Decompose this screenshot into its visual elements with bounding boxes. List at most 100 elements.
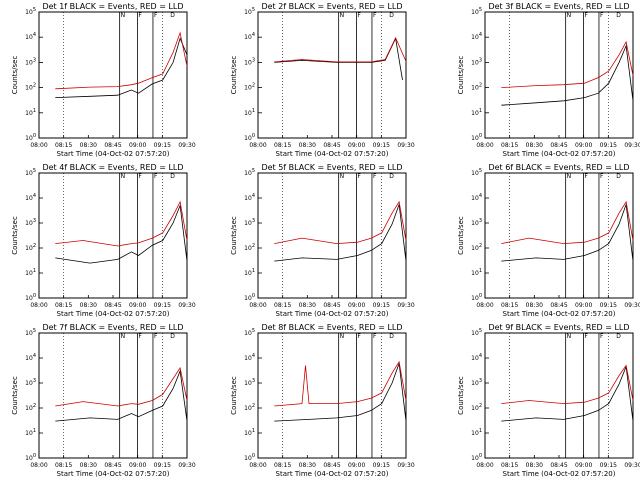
event-marker-label: F — [357, 173, 361, 180]
x-tick-label: 09:00 — [129, 142, 146, 149]
x-tick-label: 08:30 — [526, 142, 543, 149]
event-marker-label: F — [154, 173, 158, 180]
y-tick-label: 102 — [244, 83, 255, 92]
panel-title: Det 2f BLACK = Events, RED = LLD — [261, 2, 402, 11]
x-tick-label: 09:00 — [575, 142, 592, 149]
x-tick-label: 09:15 — [154, 462, 171, 469]
panel-8: Det 8f BLACK = Events, RED = LLD 08:00 08:… — [230, 323, 415, 478]
series-line-events — [501, 204, 634, 262]
y-tick-label: 103 — [471, 57, 482, 66]
x-tick-label: 08:30 — [80, 302, 97, 309]
y-tick-label: 104 — [244, 193, 255, 202]
y-tick-label: 105 — [244, 7, 255, 16]
y-tick-label: 102 — [471, 243, 482, 252]
panel-1: Det 1f BLACK = Events, RED = LLD 08:00 08:… — [11, 2, 196, 158]
x-tick-label: 09:00 — [575, 302, 592, 309]
x-tick-label: 09:30 — [178, 302, 195, 309]
x-tick-label: 08:00 — [249, 302, 266, 309]
y-tick-label: 101 — [471, 428, 482, 437]
x-axis-label: Start Time (04-Oct-02 07:57:20) — [503, 310, 616, 318]
y-tick-label: 104 — [25, 32, 36, 41]
x-tick-label: 08:30 — [299, 462, 316, 469]
y-tick-label: 102 — [244, 403, 255, 412]
event-marker-label: F — [357, 12, 361, 19]
x-tick-label: 08:45 — [323, 462, 340, 469]
y-tick-label: 102 — [471, 403, 482, 412]
event-marker-label: N — [121, 333, 126, 340]
y-tick-label: 102 — [25, 83, 36, 92]
y-axis-label: Counts/sec — [230, 376, 238, 415]
x-tick-label: 09:30 — [178, 142, 195, 149]
y-tick-label: 104 — [471, 32, 482, 41]
x-tick-label: 09:30 — [397, 302, 414, 309]
y-tick-label: 105 — [25, 7, 36, 16]
y-tick-label: 101 — [25, 268, 36, 277]
x-tick-label: 08:30 — [80, 142, 97, 149]
y-tick-label: 100 — [244, 453, 255, 462]
x-tick-label: 08:15 — [274, 302, 291, 309]
x-tick-label: 08:30 — [299, 302, 316, 309]
panel-title: Det 8f BLACK = Events, RED = LLD — [261, 323, 402, 332]
x-tick-label: 08:45 — [323, 142, 340, 149]
x-tick-label: 08:00 — [249, 142, 266, 149]
series-line-events — [501, 44, 634, 106]
panel-7: Det 7f BLACK = Events, RED = LLD 08:00 08:… — [11, 323, 196, 478]
x-tick-label: 08:00 — [476, 302, 493, 309]
plot-frame — [38, 11, 188, 139]
plot-frame — [38, 172, 188, 299]
event-marker-label: D — [389, 173, 394, 180]
x-tick-label: 08:15 — [501, 302, 518, 309]
event-marker-label: D — [616, 173, 621, 180]
plot-frame — [257, 332, 407, 459]
panel-title: Det 7f BLACK = Events, RED = LLD — [42, 323, 183, 332]
y-tick-label: 100 — [471, 453, 482, 462]
event-marker-label: N — [340, 173, 345, 180]
x-tick-label: 08:30 — [80, 462, 97, 469]
y-tick-label: 105 — [25, 328, 36, 337]
series-line-lld — [501, 200, 634, 245]
y-tick-label: 105 — [25, 168, 36, 177]
panel-title: Det 3f BLACK = Events, RED = LLD — [488, 2, 629, 11]
x-tick-label: 08:45 — [550, 462, 567, 469]
y-tick-label: 102 — [471, 83, 482, 92]
x-tick-label: 08:30 — [526, 302, 543, 309]
event-marker-label: F — [357, 333, 361, 340]
event-marker-label: N — [567, 333, 572, 340]
series-line-events — [274, 363, 407, 422]
x-tick-label: 08:30 — [299, 142, 316, 149]
x-tick-label: 09:00 — [129, 462, 146, 469]
x-tick-label: 09:30 — [397, 462, 414, 469]
panel-4: Det 4f BLACK = Events, RED = LLD 08:00 08:… — [11, 163, 196, 318]
plot-frame — [38, 332, 188, 459]
x-tick-label: 08:45 — [550, 302, 567, 309]
y-axis-label: Counts/sec — [11, 376, 19, 415]
x-tick-label: 08:00 — [30, 462, 47, 469]
panel-title: Det 5f BLACK = Events, RED = LLD — [261, 163, 402, 172]
y-tick-label: 103 — [244, 57, 255, 66]
y-tick-label: 101 — [471, 108, 482, 117]
y-tick-label: 101 — [25, 428, 36, 437]
event-marker-label: F — [584, 12, 588, 19]
x-tick-label: 08:00 — [476, 462, 493, 469]
y-tick-label: 105 — [244, 168, 255, 177]
x-tick-label: 08:00 — [30, 142, 47, 149]
event-marker-label: D — [170, 333, 175, 340]
x-tick-label: 09:30 — [397, 142, 414, 149]
y-tick-label: 103 — [25, 218, 36, 227]
event-marker-label: F — [584, 173, 588, 180]
y-tick-label: 105 — [471, 328, 482, 337]
x-tick-label: 08:45 — [104, 142, 121, 149]
x-axis-label: Start Time (04-Oct-02 07:57:20) — [503, 470, 616, 478]
x-tick-label: 08:45 — [550, 142, 567, 149]
x-tick-label: 08:00 — [476, 142, 493, 149]
y-tick-label: 101 — [471, 268, 482, 277]
x-tick-label: 09:15 — [600, 302, 617, 309]
event-marker-label: F — [373, 12, 377, 19]
plot-frame — [257, 172, 407, 299]
y-tick-label: 104 — [471, 353, 482, 362]
x-tick-label: 08:15 — [55, 462, 72, 469]
y-axis-label: Counts/sec — [11, 56, 19, 95]
x-tick-label: 09:15 — [600, 142, 617, 149]
event-marker-label: F — [154, 12, 158, 19]
